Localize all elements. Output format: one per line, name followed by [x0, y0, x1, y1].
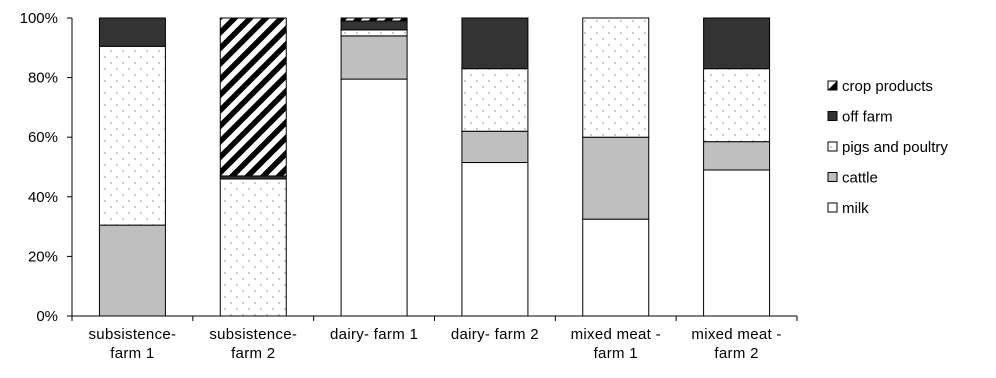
bar-segment-off-farm [461, 17, 529, 70]
x-category-label: dairy- farm 1 [330, 326, 418, 343]
bar-segment-off-farm [98, 17, 166, 47]
x-axis-category-labels: subsistence-farm 1 subsistence-farm 2 dair… [89, 326, 782, 362]
bar-segment-pigs-and-poultry [582, 17, 650, 138]
legend-label-crop-products: crop products [842, 78, 933, 95]
bar-segment-pigs-and-poultry [98, 45, 166, 226]
bar-segment-pigs-and-poultry [219, 178, 287, 317]
legend-label-pigs-and-poultry: pigs and poultry [842, 139, 948, 156]
x-category-label: subsistence-farm 1 [89, 326, 177, 362]
y-tick-label: 80% [28, 70, 58, 87]
bar-segment-milk [582, 218, 650, 317]
bar-segment-milk [703, 169, 771, 317]
bar-segment-cattle [703, 141, 771, 171]
y-tick-label: 0% [36, 308, 58, 325]
bar-segment-crop-products [219, 17, 287, 177]
plot-axes [67, 17, 798, 321]
x-category-label: mixed meat -farm 1 [571, 326, 661, 362]
legend-swatch-cattle [827, 172, 838, 182]
legend-swatch-off-farm [827, 111, 838, 121]
bar-segment-crop-products [340, 17, 408, 22]
y-tick-label: 20% [28, 248, 58, 265]
x-category-label: mixed meat -farm 2 [691, 326, 781, 362]
x-category-label: subsistence-farm 2 [209, 326, 297, 362]
bar-segment-off-farm [340, 20, 408, 31]
legend-swatch-crop-products [827, 80, 838, 91]
y-tick-label: 100% [20, 10, 58, 27]
legend-swatch-pigs-and-poultry [827, 141, 838, 152]
bar-segment-cattle [582, 136, 650, 220]
legend-label-cattle: cattle [842, 170, 878, 187]
bar-stacks [98, 17, 771, 317]
y-tick-label: 60% [28, 129, 58, 146]
bar-segment-pigs-and-poultry [340, 29, 408, 37]
legend-label-milk: milk [842, 200, 869, 217]
bar-segment-milk [461, 162, 529, 317]
y-axis-tick-labels: 0% 20% 40% 60% 80% 100% [20, 10, 58, 325]
chart-legend: crop products off farm pigs and poultry ca… [827, 78, 948, 217]
bar-segment-milk [340, 78, 408, 317]
x-category-label: dairy- farm 2 [451, 326, 539, 343]
bar-segment-pigs-and-poultry [703, 68, 771, 143]
legend-swatch-milk [827, 202, 838, 213]
bar-segment-cattle [461, 130, 529, 164]
bar-segment-pigs-and-poultry [461, 68, 529, 132]
bar-segment-off-farm [703, 17, 771, 70]
y-tick-label: 40% [28, 189, 58, 206]
legend-label-off-farm: off farm [842, 109, 893, 126]
bar-segment-cattle [340, 35, 408, 80]
bar-segment-cattle [98, 224, 166, 317]
